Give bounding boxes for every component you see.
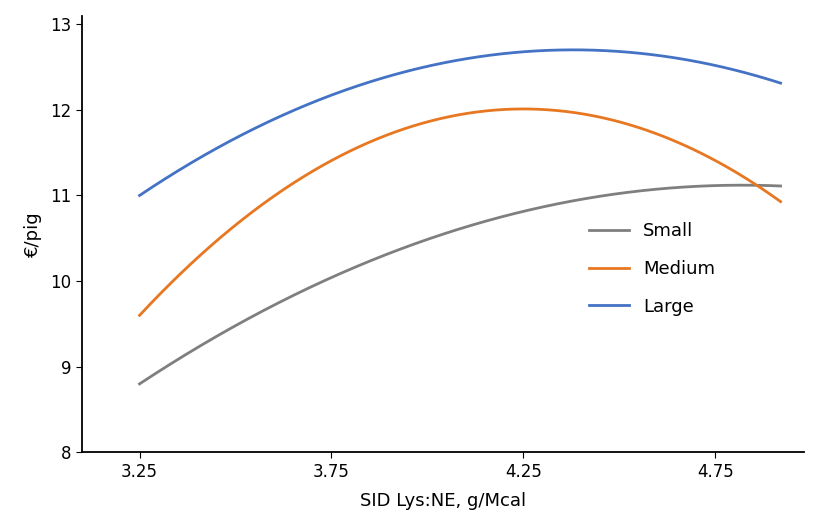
Large [442,59,452,65]
Small [442,229,452,236]
Large [775,80,785,86]
Small [736,182,746,188]
Medium [442,114,452,120]
Medium [660,135,670,141]
Large [438,60,448,66]
Medium [775,199,785,205]
Medium [481,108,491,114]
Line: Large: Large [139,50,780,196]
Large [761,75,771,82]
Large [660,54,670,60]
Small [134,381,144,387]
Small [481,218,491,224]
Small [775,183,785,189]
Medium [438,115,448,121]
Large [515,49,525,55]
X-axis label: SID Lys:NE, g/Mcal: SID Lys:NE, g/Mcal [360,492,525,510]
Medium [761,189,771,195]
Small [761,183,771,189]
Large [481,53,491,59]
Line: Small: Small [139,185,780,384]
Medium [515,106,525,112]
Large [568,47,578,53]
Small [515,209,525,215]
Medium [134,312,144,318]
Line: Medium: Medium [139,109,780,315]
Medium [518,106,528,112]
Small [659,185,669,191]
Large [134,192,144,199]
Small [438,231,448,237]
Legend: Small, Medium, Large: Small, Medium, Large [581,215,722,323]
Y-axis label: €/pig: €/pig [24,211,42,257]
